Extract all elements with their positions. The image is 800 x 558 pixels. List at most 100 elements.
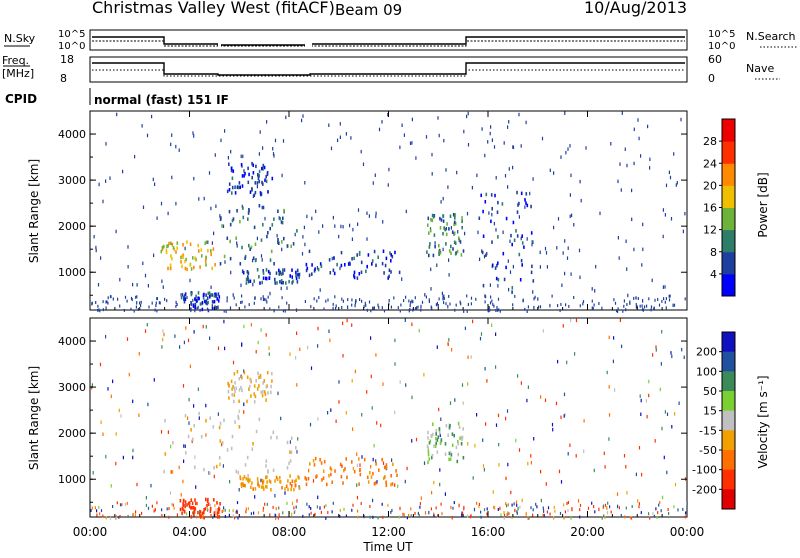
scatter-echo: [302, 114, 304, 118]
near-range-echo: [250, 512, 252, 516]
near-range-echo: [378, 305, 380, 309]
scatter-echo: [297, 437, 299, 441]
echo-region-mark: [235, 236, 237, 240]
echo-region-mark: [194, 256, 196, 260]
scatter-echo: [642, 299, 644, 303]
echo-region-mark: [459, 436, 461, 440]
scatter-echo: [660, 362, 662, 366]
echo-region-mark: [217, 299, 220, 303]
scatter-echo: [229, 479, 231, 484]
colorbar-tick-label: 28: [703, 135, 717, 148]
scatter-echo: [223, 319, 225, 324]
scatter-echo: [447, 304, 449, 309]
scatter-echo: [276, 233, 278, 238]
echo-region-mark: [448, 426, 451, 430]
echo-region-mark: [164, 452, 167, 456]
echo-region-mark: [216, 297, 218, 301]
echo-region-mark: [270, 488, 272, 492]
echo-region-mark: [485, 253, 487, 257]
echo-region-mark: [323, 460, 326, 464]
scatter-echo: [356, 483, 358, 487]
scatter-echo: [638, 136, 640, 141]
near-range-echo: [526, 310, 528, 313]
scatter-echo: [399, 506, 401, 511]
near-range-echo: [542, 506, 544, 510]
near-range-echo: [260, 297, 262, 301]
near-range-echo: [278, 513, 280, 517]
echo-region-mark: [432, 253, 435, 258]
echo-region-mark: [211, 266, 213, 271]
echo-region-mark: [294, 484, 297, 488]
echo-region-mark: [228, 182, 231, 186]
scatter-echo: [508, 120, 510, 124]
near-range-echo: [96, 513, 98, 517]
scatter-echo: [207, 240, 209, 244]
echo-region-mark: [241, 245, 243, 250]
scatter-echo: [625, 239, 627, 243]
near-range-echo: [570, 516, 572, 520]
near-range-echo: [153, 509, 155, 513]
echo-region-mark: [371, 259, 374, 263]
near-range-echo: [418, 513, 420, 517]
echo-region-mark: [461, 437, 463, 442]
colorbar-tick-label: 16: [703, 202, 717, 215]
scatter-echo: [449, 401, 452, 405]
colorbar-segment: [722, 273, 735, 297]
scatter-echo: [664, 213, 666, 217]
near-range-echo: [100, 509, 103, 513]
near-range-echo: [126, 299, 128, 303]
echo-region-mark: [285, 281, 287, 285]
scatter-echo: [569, 193, 571, 197]
near-range-echo: [661, 299, 663, 303]
echo-region-mark: [353, 274, 355, 278]
echo-region-mark: [339, 462, 342, 467]
echo-region-mark: [342, 481, 344, 485]
near-range-echo: [117, 297, 119, 301]
near-range-echo: [539, 305, 542, 309]
echo-region-mark: [234, 420, 236, 424]
scatter-echo: [214, 153, 216, 157]
scatter-echo: [372, 181, 374, 185]
echo-region-mark: [244, 484, 246, 488]
scatter-echo: [382, 220, 384, 224]
echo-region-mark: [482, 234, 485, 238]
near-range-echo: [245, 510, 247, 514]
near-range-echo: [106, 300, 108, 304]
scatter-echo: [680, 117, 682, 122]
scatter-echo: [105, 454, 107, 459]
echo-region-mark: [389, 251, 391, 255]
near-range-echo: [625, 506, 627, 510]
scatter-echo: [296, 450, 298, 454]
echo-region-mark: [440, 438, 443, 442]
echo-region-mark: [451, 432, 454, 436]
scatter-echo: [152, 177, 154, 182]
echo-region-mark: [276, 477, 279, 481]
y-tick-label: 1000: [58, 473, 86, 486]
near-range-echo: [275, 507, 277, 511]
near-range-echo: [186, 512, 188, 516]
noise-left-tick-top: 10^5: [58, 29, 85, 40]
echo-region-mark: [311, 272, 313, 276]
near-range-echo: [486, 507, 488, 511]
echo-region-mark: [230, 168, 233, 173]
echo-region-mark: [247, 277, 250, 282]
scatter-echo: [183, 444, 185, 448]
near-range-echo: [98, 308, 100, 312]
near-range-echo: [507, 503, 509, 507]
echo-region-mark: [258, 375, 260, 380]
near-range-echo: [90, 509, 92, 512]
near-range-echo: [582, 302, 584, 306]
scatter-echo: [670, 217, 673, 221]
scatter-echo: [495, 365, 497, 369]
near-range-echo: [91, 506, 93, 510]
scatter-echo: [310, 366, 313, 370]
near-range-echo: [235, 510, 237, 514]
scatter-echo: [507, 259, 509, 263]
near-range-echo: [316, 505, 318, 509]
near-range-echo: [134, 513, 136, 517]
scatter-echo: [153, 378, 155, 382]
echo-region-mark: [234, 185, 237, 190]
scatter-echo: [579, 275, 581, 280]
near-range-echo: [546, 510, 548, 514]
